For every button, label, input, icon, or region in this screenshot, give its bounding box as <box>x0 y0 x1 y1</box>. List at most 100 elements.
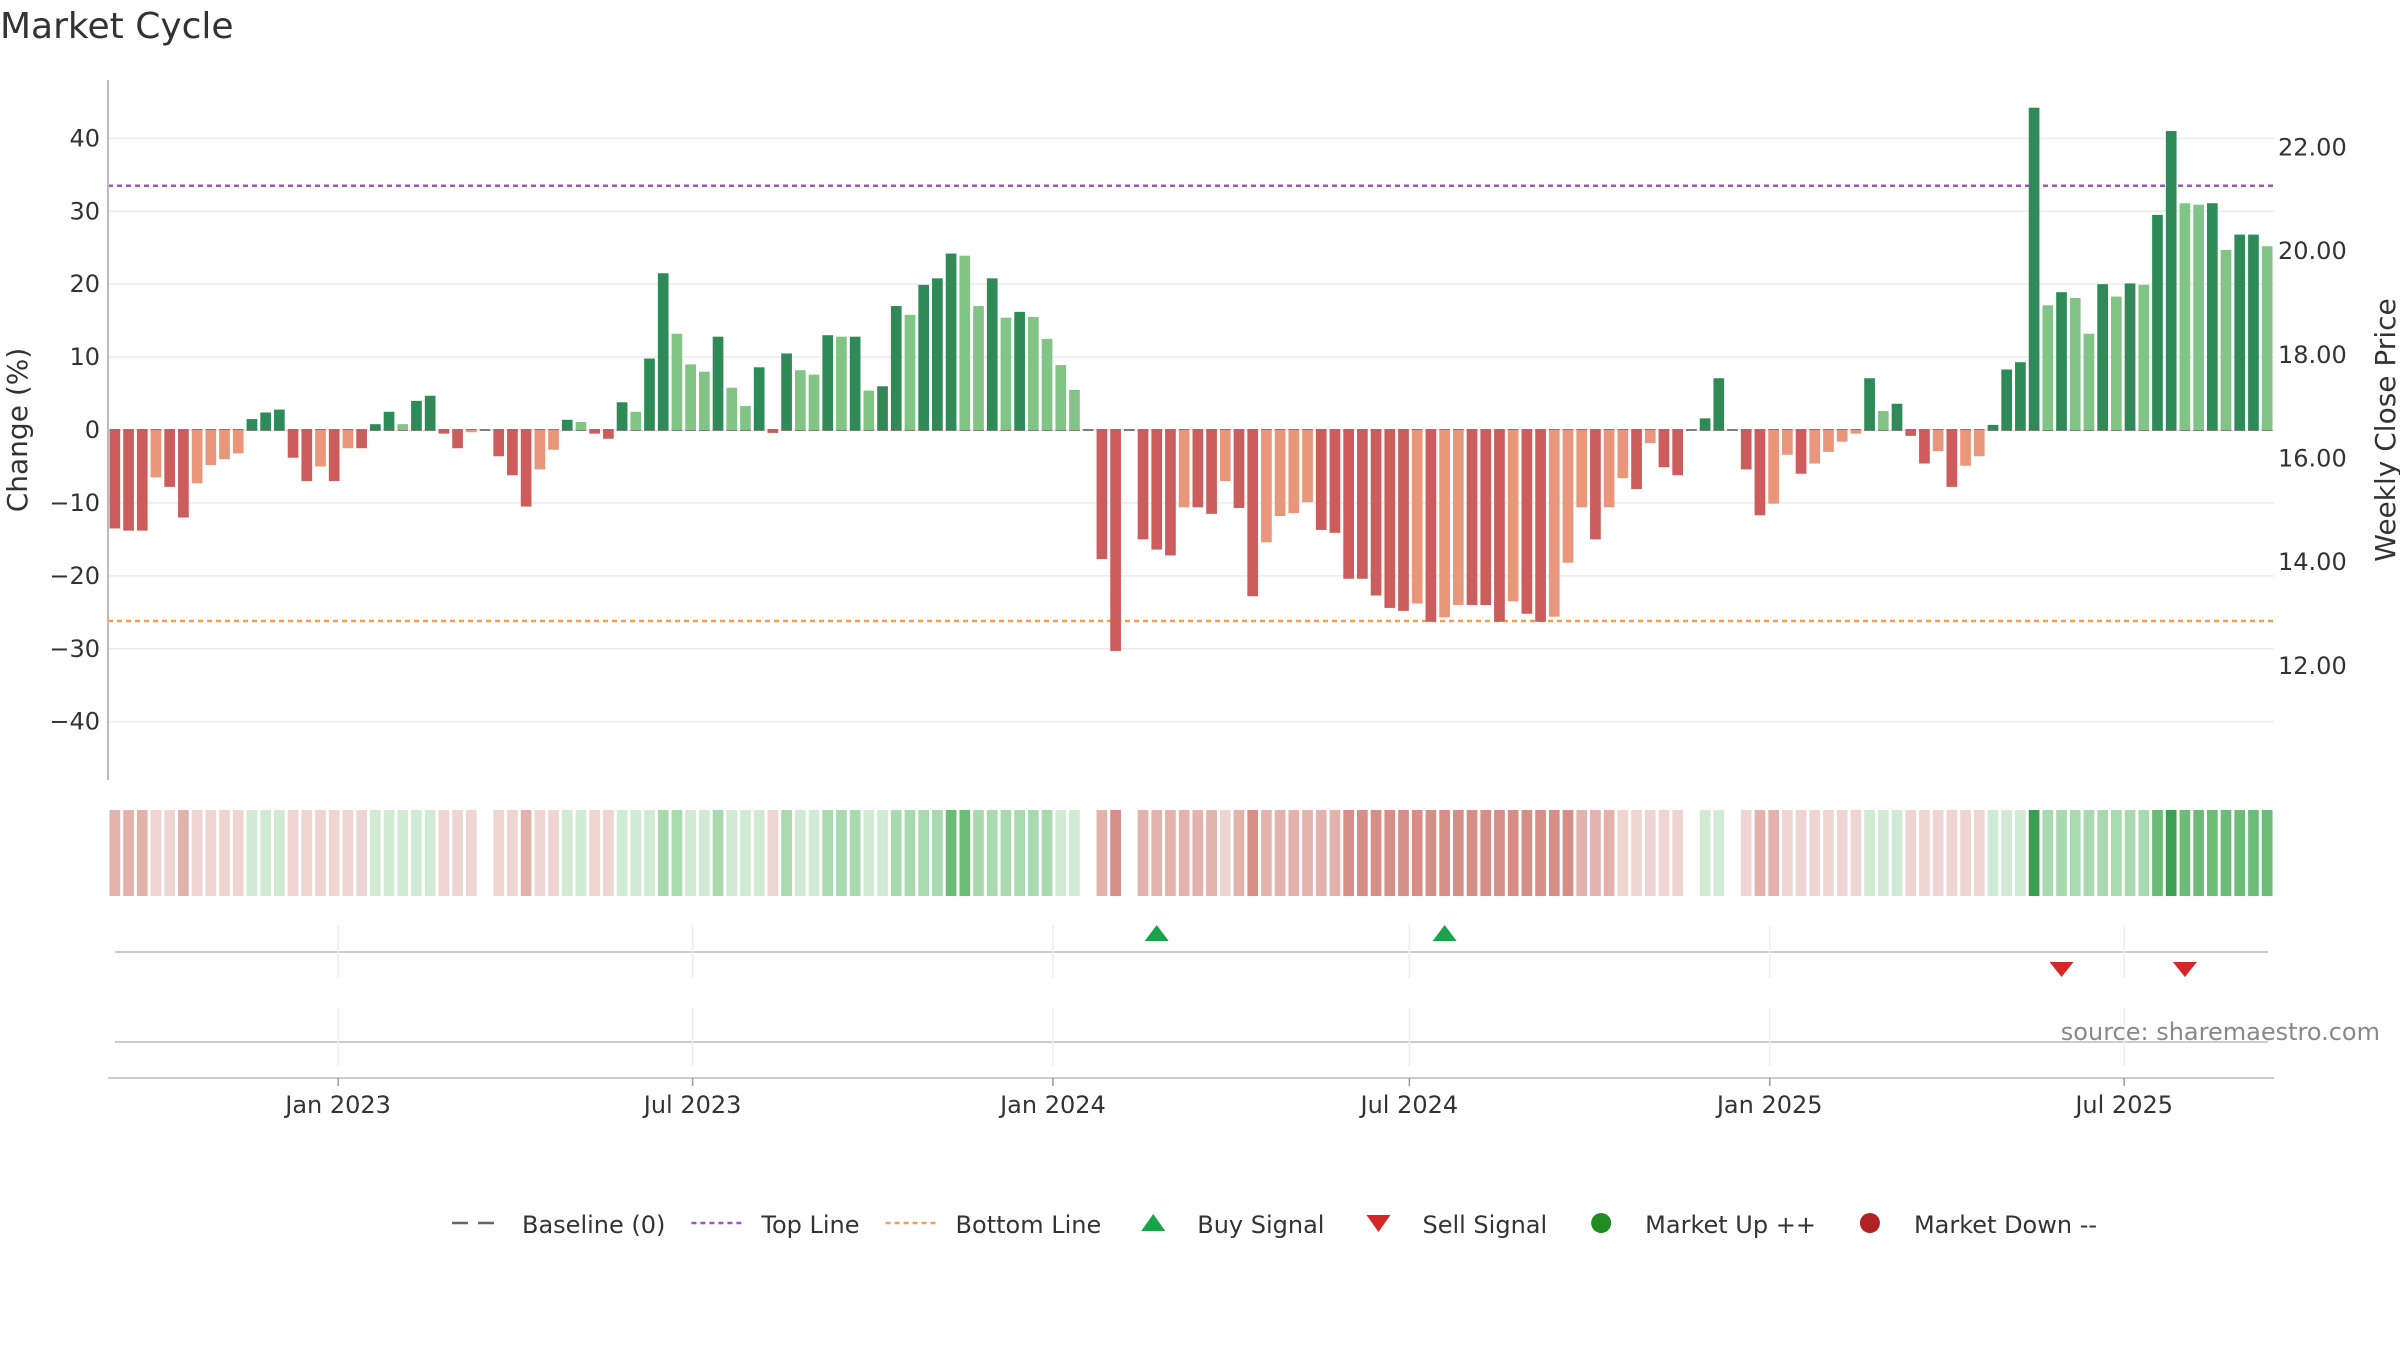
heat-cell <box>1960 810 1971 896</box>
heat-cell <box>1000 810 1012 896</box>
change-bar <box>561 419 573 430</box>
heat-cell <box>1658 810 1670 896</box>
change-bar <box>685 364 696 430</box>
change-bar <box>603 430 614 439</box>
heat-cell <box>1055 810 1067 896</box>
heat-cell <box>1768 810 1779 896</box>
heat-cell <box>904 810 916 896</box>
change-bar <box>287 430 299 458</box>
heat-cell <box>1905 810 1917 896</box>
change-bar <box>1398 430 1409 611</box>
heat-cell <box>1466 810 1478 896</box>
change-bars <box>109 107 2273 651</box>
heat-cell <box>1028 810 1039 896</box>
heat-cell <box>877 810 888 896</box>
change-bar <box>2179 203 2191 430</box>
y-tick-label: −20 <box>49 562 100 590</box>
x-tick-label: Jan 2023 <box>283 1091 391 1119</box>
heat-cell <box>973 810 984 896</box>
heat-cell <box>1151 810 1163 896</box>
heat-cell <box>1247 810 1259 896</box>
change-bar <box>1069 389 1080 430</box>
change-bar <box>315 430 326 467</box>
heat-cell <box>232 810 244 896</box>
heat-cell <box>671 810 683 896</box>
change-bar <box>383 411 395 430</box>
legend-swatch-buy <box>1141 1214 1166 1231</box>
change-bar <box>890 306 902 430</box>
change-bar <box>1617 430 1629 479</box>
change-bar <box>1357 430 1368 579</box>
change-bar <box>698 371 710 430</box>
change-bar <box>2028 107 2040 430</box>
heat-cell <box>274 810 285 896</box>
heat-cell <box>589 810 601 896</box>
change-bar <box>219 430 230 460</box>
change-bar <box>1850 430 1862 434</box>
heat-cell <box>2206 810 2218 896</box>
change-bar <box>1932 430 1944 452</box>
heat-cell <box>2165 810 2177 896</box>
heat-cell <box>1343 810 1354 896</box>
change-bar <box>1507 430 1519 602</box>
heat-cell <box>753 810 765 896</box>
heat-cell <box>726 810 738 896</box>
heat-cell <box>219 810 230 896</box>
change-bar <box>973 306 984 430</box>
legend-item: Market Up ++ <box>1591 1211 1816 1239</box>
heat-cell <box>178 810 189 896</box>
change-bar <box>1261 430 1272 543</box>
y-tick-label: 40 <box>69 124 100 152</box>
heat-cell <box>1946 810 1958 896</box>
heat-cell <box>1357 810 1368 896</box>
x-tick-label: Jul 2024 <box>1359 1091 1459 1119</box>
heat-cell <box>109 810 121 896</box>
change-bar <box>342 430 354 449</box>
heat-cell <box>2220 810 2232 896</box>
legend-swatch-market <box>1591 1213 1612 1233</box>
change-bar <box>507 430 518 476</box>
heat-cell <box>1370 810 1382 896</box>
change-bar <box>438 430 450 434</box>
change-bar <box>986 278 998 430</box>
change-bar <box>2193 204 2204 430</box>
change-bar <box>1315 430 1327 530</box>
heat-cell <box>863 810 875 896</box>
heat-cell <box>2097 810 2108 896</box>
heat-cell <box>1261 810 1272 896</box>
change-bar <box>1206 430 1217 514</box>
heat-cell <box>1425 810 1437 896</box>
heat-cell <box>2001 810 2013 896</box>
y-tick-label: −30 <box>49 635 100 663</box>
change-bar <box>1219 430 1231 482</box>
change-bar <box>1192 430 1204 508</box>
y2-tick-label: 12.00 <box>2278 652 2347 680</box>
change-bar <box>164 430 176 487</box>
heat-cell <box>205 810 217 896</box>
heat-cell <box>1110 810 1121 896</box>
heat-cell <box>1919 810 1930 896</box>
heat-cell <box>1795 810 1807 896</box>
change-bar <box>2001 369 2013 430</box>
legend-label: Bottom Line <box>956 1211 1102 1239</box>
heat-cell <box>424 810 436 896</box>
y-tick-label: 10 <box>69 343 100 371</box>
heat-cell <box>1740 810 1752 896</box>
change-bar <box>1823 430 1834 452</box>
heat-cell <box>1233 810 1245 896</box>
change-bar <box>726 387 738 430</box>
change-bar <box>1110 430 1121 651</box>
heat-cell <box>849 810 861 896</box>
change-bar <box>575 421 587 430</box>
change-bar <box>630 411 642 430</box>
change-bar <box>2083 333 2095 430</box>
change-bar <box>1987 424 1999 430</box>
change-bar <box>671 333 683 430</box>
heat-cell <box>1781 810 1793 896</box>
change-bar <box>191 430 203 484</box>
change-bar <box>959 255 971 430</box>
change-bar <box>1960 430 1971 466</box>
heat-cell <box>2152 810 2163 896</box>
heat-cell <box>1219 810 1231 896</box>
heat-cell <box>1699 810 1711 896</box>
